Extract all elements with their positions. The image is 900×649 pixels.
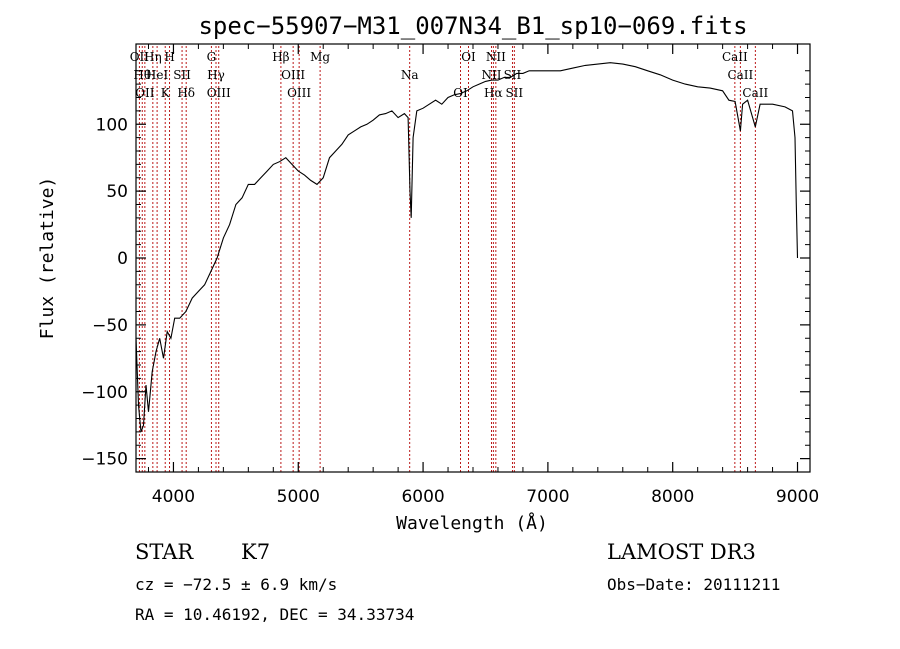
line-label-19: NII xyxy=(481,68,501,82)
y-tick-label-3: 0 xyxy=(117,249,128,269)
line-label-21: NII xyxy=(486,50,506,64)
object-subclass: K7 xyxy=(241,540,270,564)
line-label-5: K xyxy=(161,86,171,100)
line-label-16: Na xyxy=(401,68,419,82)
line-label-20: Hα xyxy=(484,86,503,100)
line-label-18: OI xyxy=(461,50,476,64)
x-tick-label-4: 8000 xyxy=(651,487,694,507)
line-label-6: H xyxy=(164,50,174,64)
y-axis-ticks: −150 −100 −50 0 50 100 xyxy=(81,70,810,470)
line-label-11: OIII xyxy=(207,86,231,100)
line-label-3: Hη xyxy=(144,50,162,64)
line-label-12: Hβ xyxy=(272,50,289,64)
line-label-23: SII xyxy=(505,86,523,100)
object-class: STAR xyxy=(135,540,194,564)
y-tick-label-4: 50 xyxy=(106,182,128,202)
y-tick-label-2: −50 xyxy=(92,316,128,336)
y-axis-label: Flux (relative) xyxy=(37,177,58,340)
x-tick-label-5: 9000 xyxy=(776,487,819,507)
line-label-2: OII xyxy=(135,86,155,100)
line-label-14: OIII xyxy=(287,86,311,100)
obs-date-text: Obs−Date: 20111211 xyxy=(607,575,780,594)
line-label-22: SII xyxy=(504,68,522,82)
redshift-text: cz = −72.5 ± 6.9 km/s xyxy=(135,575,337,594)
x-tick-label-1: 5000 xyxy=(277,487,320,507)
line-label-15: Mg xyxy=(310,50,330,64)
spectral-line-labels: OIIHθOIIHηHeIKHSIIHδGHγOIIIHβOIIIOIIIMgN… xyxy=(130,50,769,100)
line-label-9: G xyxy=(207,50,217,64)
x-tick-label-0: 4000 xyxy=(152,487,195,507)
line-label-4: HeI xyxy=(146,68,169,82)
coordinates-text: RA = 10.46192, DEC = 34.33734 xyxy=(135,605,414,624)
line-label-7: SII xyxy=(173,68,191,82)
y-tick-label-1: −100 xyxy=(81,383,128,403)
x-axis-label: Wavelength (Å) xyxy=(396,512,548,534)
x-tick-label-3: 7000 xyxy=(526,487,569,507)
line-label-10: Hγ xyxy=(207,68,225,82)
chart-title: spec−55907−M31_007N34_B1_sp10−069.fits xyxy=(198,12,747,40)
survey-name: LAMOST DR3 xyxy=(607,540,756,564)
y-tick-label-5: 100 xyxy=(96,115,128,135)
line-label-0: OII xyxy=(130,50,150,64)
line-label-26: CaII xyxy=(742,86,768,100)
line-label-25: CaII xyxy=(727,68,753,82)
y-tick-label-0: −150 xyxy=(81,450,128,470)
spectrum-line xyxy=(135,62,799,433)
line-label-13: OIII xyxy=(281,68,305,82)
line-label-1: Hθ xyxy=(133,68,151,82)
x-axis-ticks: 4000 5000 6000 7000 8000 9000 xyxy=(147,44,819,507)
plot-frame xyxy=(135,43,811,473)
line-label-24: CaII xyxy=(722,50,748,64)
line-label-8: Hδ xyxy=(177,86,195,100)
spectral-line-markers xyxy=(138,46,756,472)
x-tick-label-2: 6000 xyxy=(401,487,444,507)
